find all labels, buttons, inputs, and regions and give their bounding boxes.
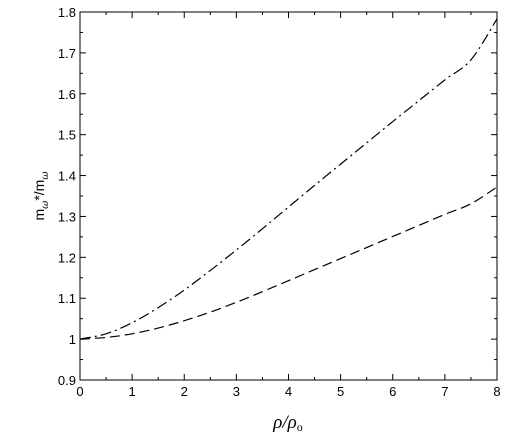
y-tick-label: 1.8 — [58, 5, 76, 20]
x-tick-label: 0 — [76, 384, 83, 399]
y-tick-label: 1.4 — [58, 169, 76, 184]
x-tick-label: 5 — [337, 384, 344, 399]
y-tick-label: 1.1 — [58, 291, 76, 306]
y-tick-label: 1.2 — [58, 250, 76, 265]
x-tick-label: 8 — [493, 384, 500, 399]
y-tick-label: 1.3 — [58, 209, 76, 224]
y-tick-label: 1.5 — [58, 128, 76, 143]
series-line-1 — [79, 18, 498, 340]
x-tick-label: 2 — [181, 384, 188, 399]
plot-frame — [79, 11, 498, 381]
ticks: 0 1 2 3 4 5 6 7 8 0.9 1 1.1 1.2 1.3 1.4 1.5 1.6 1.7 1.8 — [58, 5, 501, 399]
x-axis-label: ρ/ρo — [272, 412, 303, 434]
series — [79, 18, 498, 340]
y-tick-label: 1 — [69, 332, 76, 347]
x-tick-label: 3 — [233, 384, 240, 399]
x-tick-label: 4 — [285, 384, 292, 399]
y-tick-label: 1.7 — [58, 46, 76, 61]
series-line-2 — [79, 186, 498, 340]
x-tick-label: 7 — [441, 384, 448, 399]
x-tick-label: 6 — [389, 384, 396, 399]
y-axis-label: mω*/mω — [31, 172, 51, 221]
y-tick-label: 1.6 — [58, 87, 76, 102]
y-tick-label: 0.9 — [58, 373, 76, 388]
x-tick-label: 1 — [129, 384, 136, 399]
